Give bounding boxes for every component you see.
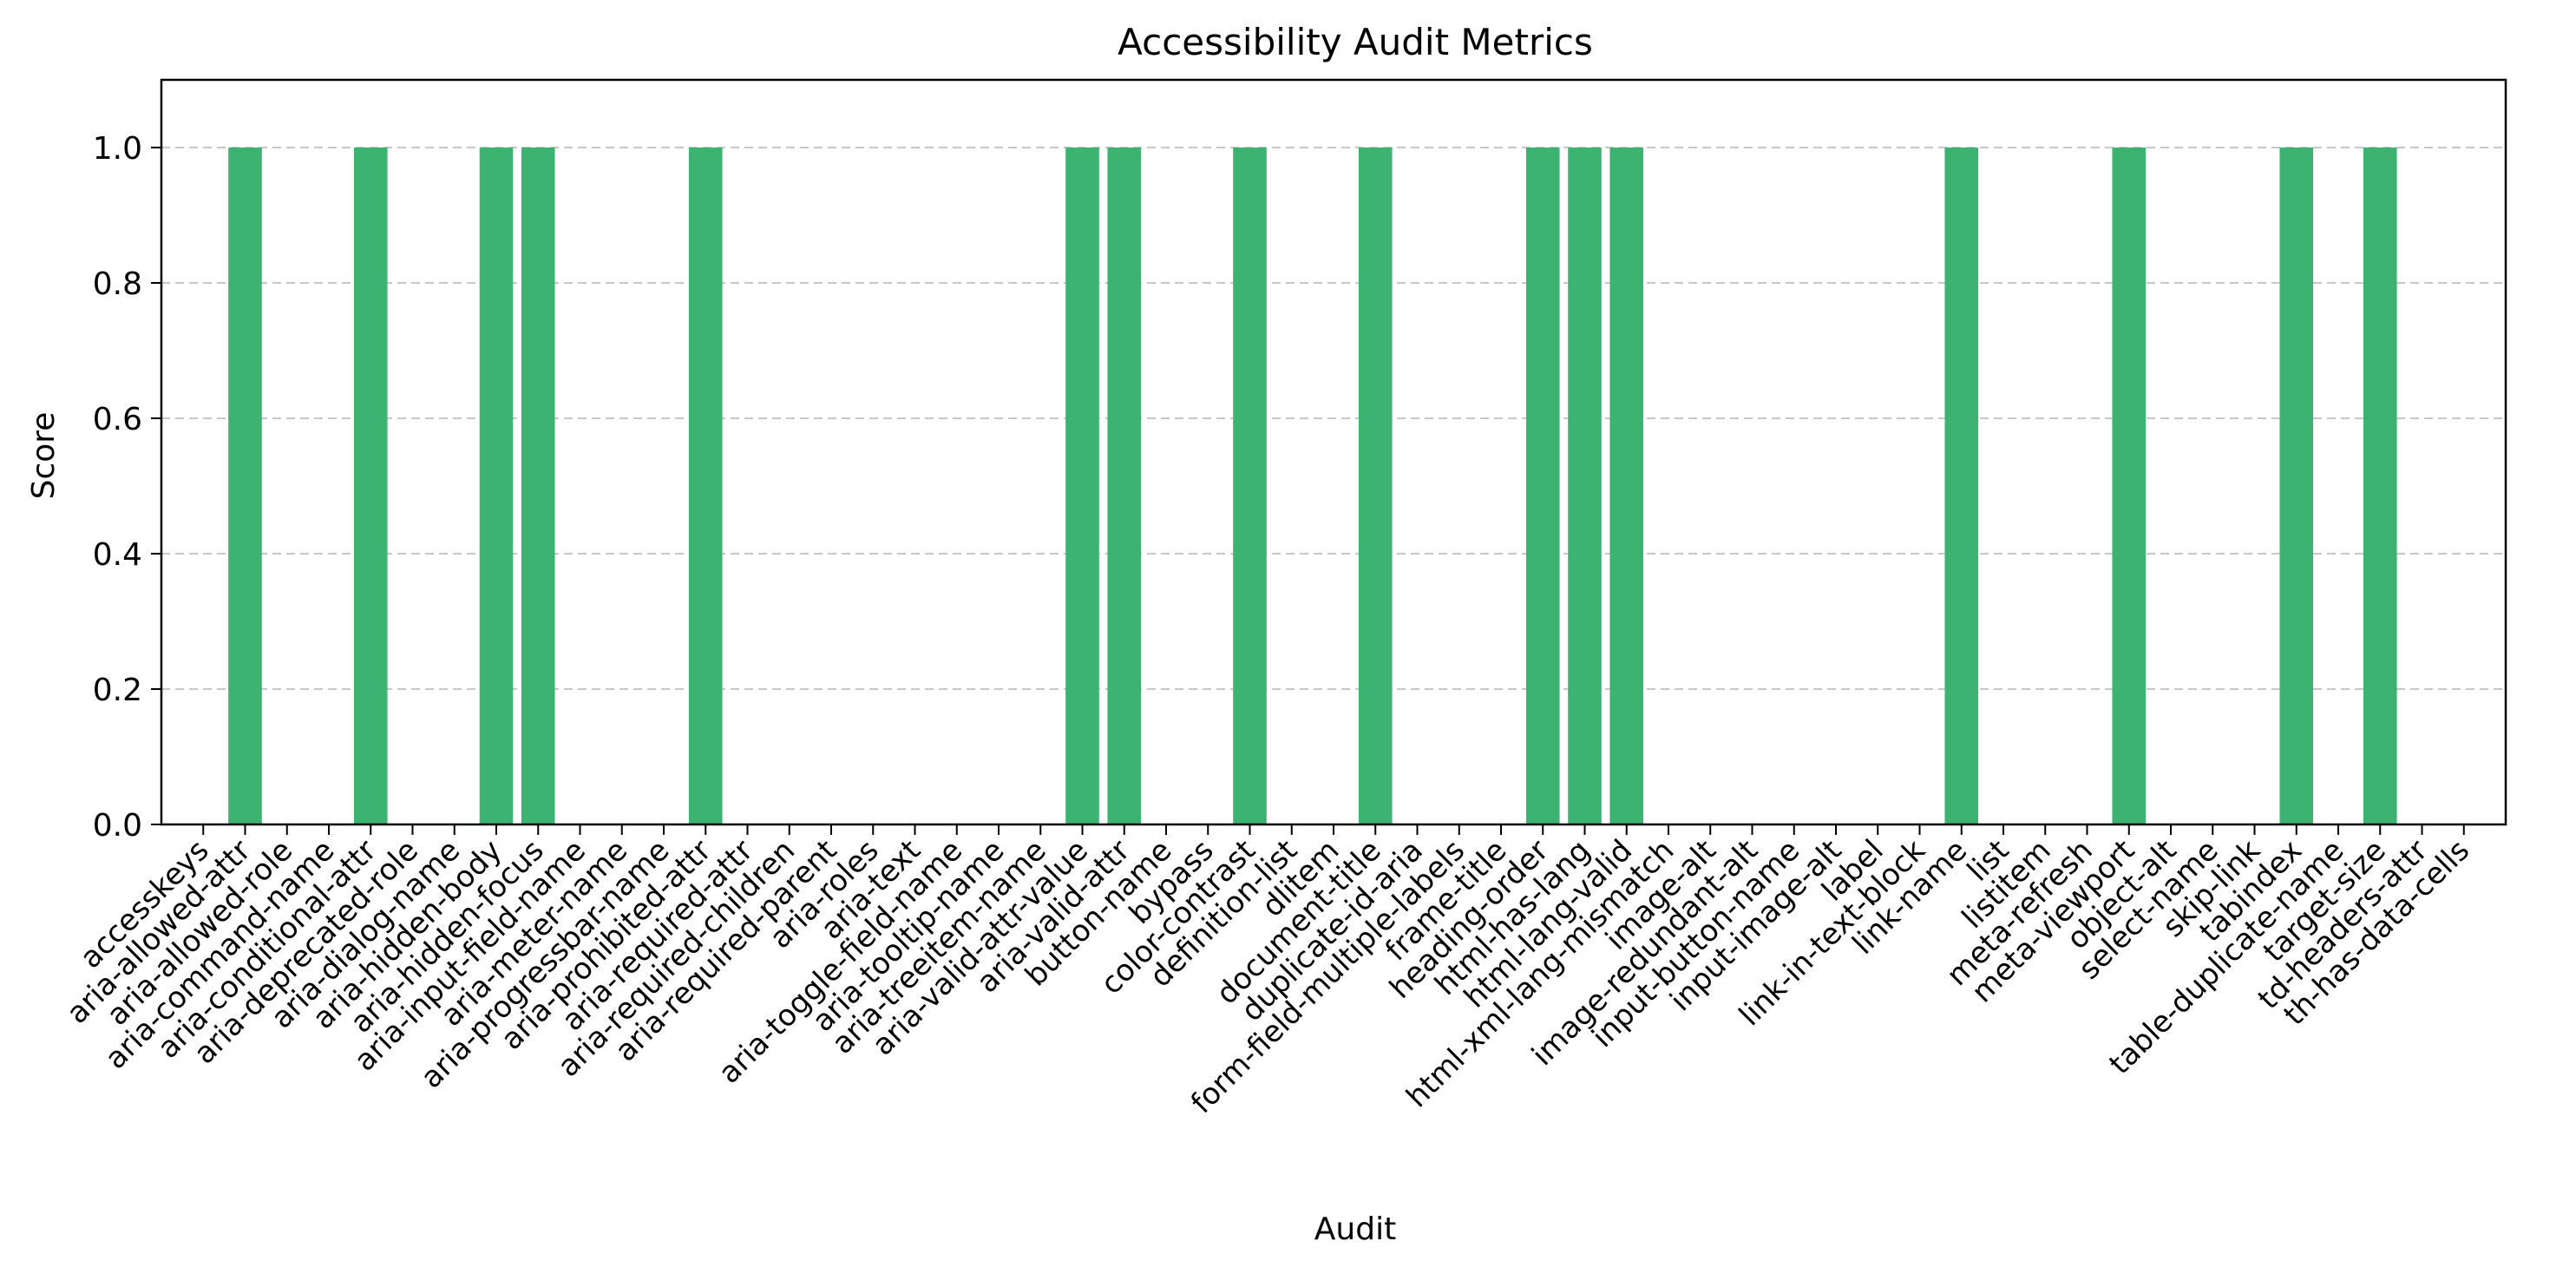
bar-aria-valid-attr-value bbox=[1065, 148, 1099, 824]
bars bbox=[228, 148, 2397, 824]
bar-document-title bbox=[1358, 148, 1393, 824]
y-tick-label: 0.8 bbox=[93, 266, 142, 302]
bar-aria-allowed-attr bbox=[228, 148, 262, 824]
bar-aria-hidden-body bbox=[479, 148, 514, 824]
y-tick-label: 0.0 bbox=[93, 808, 142, 844]
bar-link-name bbox=[1944, 148, 1979, 824]
bar-aria-conditional-attr bbox=[353, 148, 388, 824]
bar-html-lang-valid bbox=[1609, 148, 1644, 824]
bar-meta-viewport bbox=[2112, 148, 2147, 824]
x-axis-label: Audit bbox=[1314, 1212, 1396, 1247]
y-tick-label: 0.2 bbox=[93, 673, 142, 708]
y-tick-label: 0.6 bbox=[93, 402, 142, 437]
y-tick-label: 1.0 bbox=[93, 131, 142, 167]
bar-heading-order bbox=[1525, 148, 1560, 824]
y-axis-label: Score bbox=[26, 412, 62, 500]
bar-target-size bbox=[2363, 148, 2397, 824]
chart-title: Accessibility Audit Metrics bbox=[1118, 21, 1593, 63]
bar-html-has-lang bbox=[1568, 148, 1602, 824]
bar-aria-valid-attr bbox=[1107, 148, 1142, 824]
y-tick-label: 0.4 bbox=[93, 537, 142, 573]
bar-aria-hidden-focus bbox=[521, 148, 555, 824]
y-ticks: 0.0 0.2 0.4 0.6 0.8 1.0 bbox=[93, 131, 161, 844]
bar-tabindex bbox=[2279, 148, 2314, 824]
bar-aria-prohibited-attr bbox=[688, 148, 723, 824]
bar-color-contrast bbox=[1233, 148, 1267, 824]
